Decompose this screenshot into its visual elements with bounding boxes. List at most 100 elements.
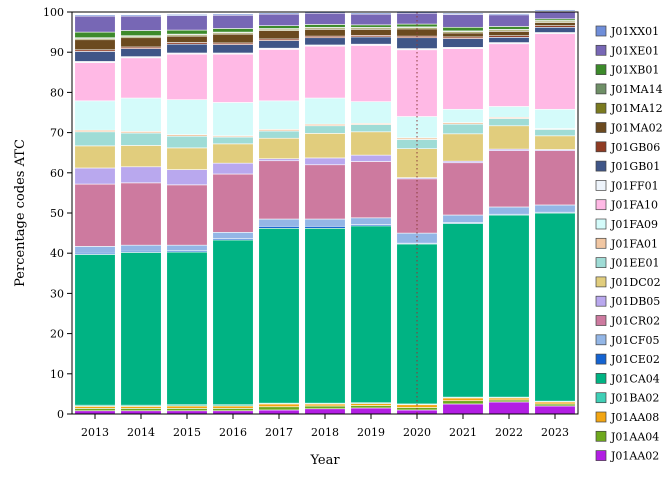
x-tick-label: 2019 bbox=[357, 426, 385, 439]
bar-segment-j01fa10-2023 bbox=[534, 33, 576, 110]
y-tick-label: 100 bbox=[43, 6, 64, 19]
legend-swatch-j01fa09 bbox=[595, 218, 607, 230]
legend-label-j01dc02: J01DC02 bbox=[610, 276, 661, 289]
bar-segment-j01aa02-2022 bbox=[488, 401, 530, 415]
y-tick-label: 40 bbox=[50, 247, 64, 260]
bar-segment-j01xe01-2013 bbox=[74, 15, 116, 33]
bar-segment-j01dc02-2013 bbox=[74, 145, 116, 169]
legend-label-j01aa04: J01AA04 bbox=[610, 430, 659, 443]
legend-swatch-j01db05 bbox=[595, 295, 607, 307]
bar-segment-j01xe01-2022 bbox=[488, 14, 530, 27]
bar-segment-j01ca04-2019 bbox=[350, 225, 392, 404]
bar-segment-j01db05-2013 bbox=[74, 167, 116, 185]
bar-segment-j01aa08-2018 bbox=[304, 403, 346, 407]
bar-segment-j01gb01-2017 bbox=[258, 40, 300, 49]
legend-label-j01fa01: J01FA01 bbox=[610, 237, 658, 250]
bar-segment-j01ca04-2014 bbox=[120, 252, 162, 406]
y-tick-label: 0 bbox=[57, 408, 64, 421]
bar-segment-j01xe01-2016 bbox=[212, 14, 254, 29]
bar-segment-j01aa04-2017 bbox=[258, 406, 300, 411]
bar-segment-j01ee01-2015 bbox=[166, 135, 208, 149]
bar-segment-j01fa10-2017 bbox=[258, 49, 300, 102]
bar-segment-j01gb01-2014 bbox=[120, 48, 162, 57]
legend-swatch-j01dc02 bbox=[595, 276, 607, 288]
bar-segment-j01fa09-2020 bbox=[396, 116, 438, 139]
bar-segment-j01ca04-2023 bbox=[534, 212, 576, 402]
bar-segment-j01cr02-2016 bbox=[212, 173, 254, 233]
bar-segment-j01xe01-2015 bbox=[166, 15, 208, 31]
bar-segment-j01fa09-2022 bbox=[488, 106, 530, 118]
bar-segment-j01ma02-2023 bbox=[534, 22, 576, 26]
bar-segment-j01fa09-2019 bbox=[350, 101, 392, 124]
bar-segment-j01dc02-2022 bbox=[488, 125, 530, 150]
x-tick-label: 2017 bbox=[265, 426, 293, 439]
legend-swatch-j01xe01 bbox=[595, 44, 607, 56]
bar-segment-j01dc02-2014 bbox=[120, 145, 162, 168]
bar-segment-j01ma02-2017 bbox=[258, 30, 300, 40]
bar-segment-j01fa10-2021 bbox=[442, 48, 484, 110]
x-tick-label: 2016 bbox=[219, 426, 247, 439]
bar-segment-j01fa09-2013 bbox=[74, 100, 116, 131]
bar-segment-j01aa08-2016 bbox=[212, 405, 254, 409]
bar-segment-j01fa09-2017 bbox=[258, 100, 300, 130]
bar-segment-j01xb01-2016 bbox=[212, 28, 254, 33]
legend-label-j01gb01: J01GB01 bbox=[610, 160, 660, 173]
bar-segment-j01xb01-2014 bbox=[120, 30, 162, 37]
legend-label-j01ma02: J01MA02 bbox=[610, 122, 663, 135]
bar-segment-j01xb01-2017 bbox=[258, 25, 300, 29]
legend-swatch-j01cr02 bbox=[595, 315, 607, 326]
bar-segment-j01aa04-2014 bbox=[120, 408, 162, 412]
bar-segment-j01aa02-2021 bbox=[442, 403, 484, 415]
bar-segment-j01gb01-2020 bbox=[396, 37, 438, 49]
bar-segment-j01dc02-2021 bbox=[442, 133, 484, 162]
bar-segment-j01xb01-2021 bbox=[442, 26, 484, 32]
bar-segment-j01cr02-2018 bbox=[304, 164, 346, 220]
bar-segment-j01xx01-2013 bbox=[74, 14, 116, 17]
bar-segment-j01aa08-2017 bbox=[258, 403, 300, 408]
legend-label-j01xx01: J01XX01 bbox=[610, 25, 659, 38]
bar-segment-j01ee01-2016 bbox=[212, 136, 254, 145]
bar-segment-j01dc02-2016 bbox=[212, 143, 254, 164]
bar-segment-j01ee01-2018 bbox=[304, 125, 346, 134]
bar-segment-j01xe01-2020 bbox=[396, 12, 438, 25]
bar-segment-j01ce02-2017 bbox=[258, 225, 300, 229]
bar-segment-j01xe01-2021 bbox=[442, 14, 484, 28]
bar-segment-j01ca04-2021 bbox=[442, 223, 484, 398]
x-tick-label: 2015 bbox=[173, 426, 201, 439]
legend-swatch-j01xx01 bbox=[595, 25, 607, 37]
bar-segment-j01aa04-2015 bbox=[166, 408, 208, 412]
legend-swatch-j01aa04 bbox=[595, 430, 607, 442]
bar-segment-j01cr02-2015 bbox=[166, 184, 208, 246]
bar-segment-j01aa08-2015 bbox=[166, 405, 208, 409]
bar-segment-j01xx01-2016 bbox=[212, 13, 254, 16]
bar-segment-j01ma02-2013 bbox=[74, 39, 116, 51]
legend-label-j01ca04: J01CA04 bbox=[610, 372, 660, 385]
legend-swatch-j01xb01 bbox=[595, 64, 607, 75]
bar-segment-j01ee01-2021 bbox=[442, 123, 484, 135]
legend-label-j01gb06: J01GB06 bbox=[610, 141, 660, 154]
bar-segment-j01ma02-2018 bbox=[304, 28, 346, 37]
bar-segment-j01ee01-2022 bbox=[488, 118, 530, 127]
bars-layer bbox=[74, 9, 576, 415]
bar-segment-j01xb01-2019 bbox=[350, 24, 392, 28]
legend-label-j01cf05: J01CF05 bbox=[610, 334, 659, 347]
legend-label-j01fa09: J01FA09 bbox=[610, 218, 658, 231]
bar-segment-j01ca04-2022 bbox=[488, 214, 530, 398]
legend-label-j01cr02: J01CR02 bbox=[610, 315, 660, 328]
bar-segment-j01gb01-2013 bbox=[74, 51, 116, 62]
legend-label-j01db05: J01DB05 bbox=[610, 295, 660, 308]
bar-segment-j01ma02-2015 bbox=[166, 35, 208, 43]
bar-segment-j01aa04-2023 bbox=[534, 403, 576, 407]
bar-segment-j01ee01-2017 bbox=[258, 130, 300, 139]
bar-segment-j01aa02-2023 bbox=[534, 405, 576, 415]
bar-segment-j01gb01-2022 bbox=[488, 37, 530, 43]
y-tick-label: 30 bbox=[50, 287, 64, 300]
bar-segment-j01dc02-2017 bbox=[258, 137, 300, 160]
legend-label-j01aa08: J01AA08 bbox=[610, 411, 659, 424]
bar-segment-j01cf05-2016 bbox=[212, 232, 254, 240]
bar-segment-j01dc02-2019 bbox=[350, 131, 392, 156]
legend-label-j01xe01: J01XE01 bbox=[610, 44, 659, 57]
bar-segment-j01xx01-2022 bbox=[488, 13, 530, 16]
bar-segment-j01fa09-2023 bbox=[534, 108, 576, 129]
bar-segment-j01aa08-2023 bbox=[534, 401, 576, 405]
